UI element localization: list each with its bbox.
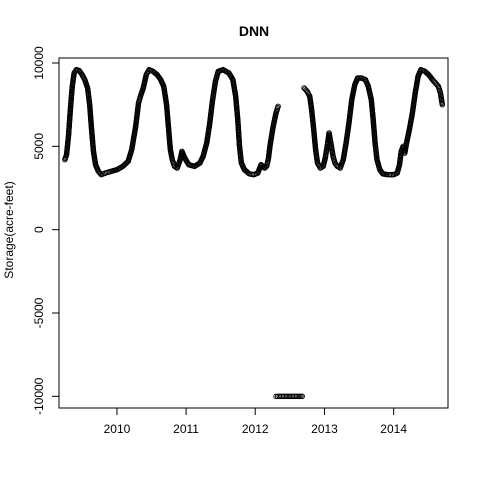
data-point — [299, 393, 305, 400]
y-tick-label: -10000 — [32, 377, 46, 415]
data-points — [62, 66, 446, 400]
y-tick-label: 0 — [32, 226, 46, 233]
x-tick-label: 2012 — [242, 422, 269, 436]
data-point — [275, 103, 281, 110]
y-tick-label: 5000 — [32, 133, 46, 160]
y-axis-label: Storage(acre-feet) — [2, 181, 16, 278]
x-tick-label: 2011 — [173, 422, 199, 436]
y-tick-label: 10000 — [32, 46, 46, 80]
data-point — [97, 170, 104, 177]
x-tick-label: 2014 — [380, 422, 407, 436]
x-tick-label: 2010 — [104, 422, 131, 436]
x-axis-ticks: 2010 2011 2012 2013 2014 — [104, 408, 407, 436]
y-tick-label: -5000 — [32, 297, 46, 328]
x-tick-label: 2013 — [311, 422, 338, 436]
data-point — [439, 101, 446, 108]
y-axis-ticks: 10000 5000 0 -5000 -10000 — [32, 46, 59, 415]
chart-title: DNN — [239, 23, 269, 39]
